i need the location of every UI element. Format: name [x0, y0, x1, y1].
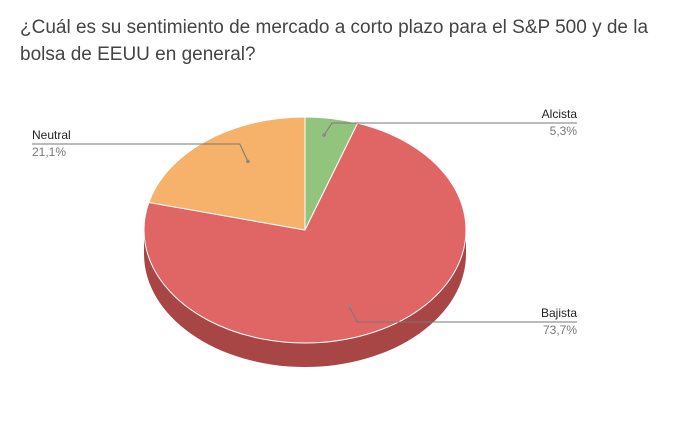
pie-side-bajista [144, 230, 466, 367]
chart-title: ¿Cuál es su sentimiento de mercado a cor… [20, 17, 649, 65]
leader-line-alcista [323, 122, 577, 136]
slice-value-bajista: 73,7% [543, 323, 577, 337]
pie-slice-bajista[interactable] [143, 122, 467, 344]
pie-top-layer [143, 116, 467, 344]
pie-slice-neutral[interactable] [148, 116, 306, 231]
pie-depth-layer [144, 230, 466, 367]
leader-dot-alcista [322, 133, 326, 137]
leader-dot-bajista [347, 304, 352, 309]
leader-line-bajista [348, 306, 577, 323]
slice-value-alcista: 5,3% [550, 124, 578, 138]
slice-label-bajista: Bajista [541, 306, 577, 320]
slice-value-neutral: 21,1% [32, 145, 66, 159]
slice-label-neutral: Neutral [32, 128, 71, 142]
leader-dot-neutral [246, 159, 250, 164]
slice-label-alcista: Alcista [542, 107, 578, 121]
leader-line-neutral [32, 143, 249, 162]
pie-labels-layer: Alcista 5,3% Bajista 73,7% Neutral 21,1% [32, 107, 577, 337]
